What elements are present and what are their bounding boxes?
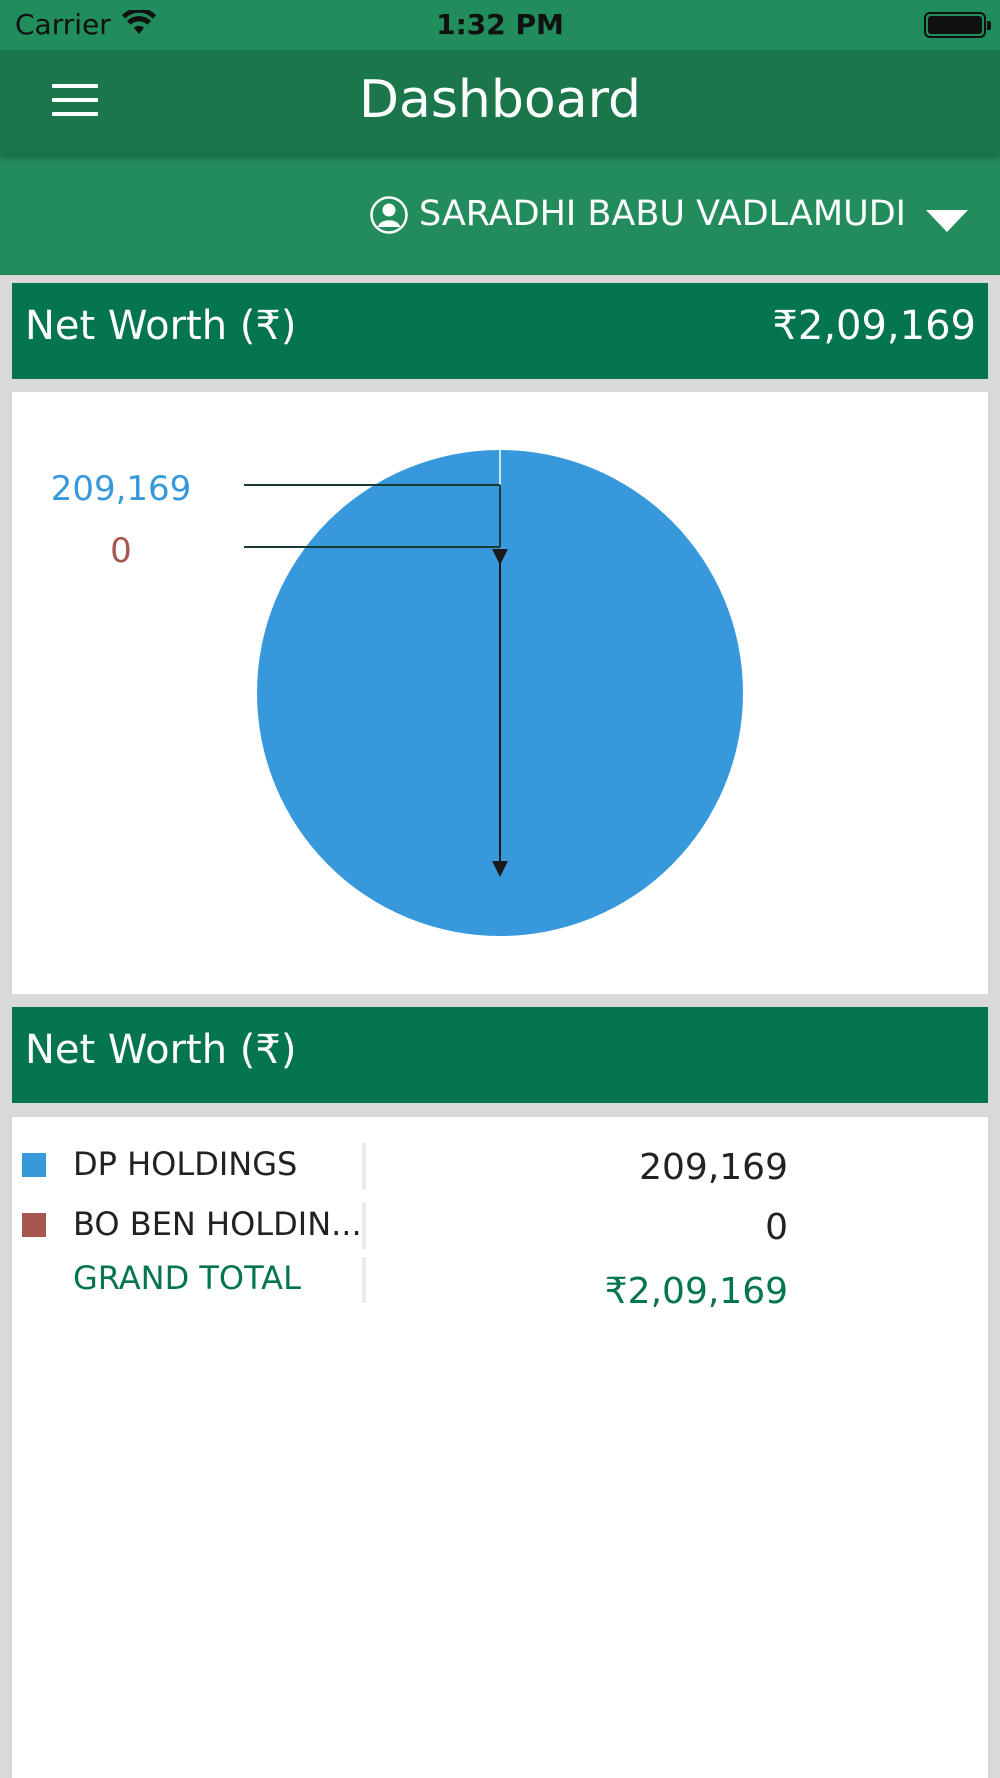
clock: 1:32 PM: [436, 8, 564, 41]
grand-total-row: GRAND TOTAL ₹2,09,169: [12, 1253, 988, 1312]
net-worth-chart: 209,169 0: [12, 392, 988, 994]
pie-data-label: 209,169: [51, 469, 192, 509]
column-divider: [362, 1143, 366, 1189]
grand-total-amount: ₹2,09,169: [604, 1271, 788, 1312]
nav-bar: Dashboard: [0, 50, 1000, 154]
user-name: SARADHI BABU VADLAMUDI: [419, 194, 907, 234]
legend-swatch: [22, 1153, 46, 1177]
row-name: BO BEN HOLDIN...: [73, 1205, 362, 1243]
column-divider: [362, 1257, 366, 1303]
legend-swatch: [22, 1213, 46, 1237]
page-title: Dashboard: [358, 70, 642, 130]
row-amount: 0: [765, 1207, 788, 1248]
pie-data-label: 0: [110, 531, 132, 571]
net-worth-value: ₹2,09,169: [772, 303, 976, 349]
breakdown-header: Net Worth (₹): [12, 1007, 988, 1103]
breakdown-label: Net Worth (₹): [25, 1027, 297, 1073]
row-name: DP HOLDINGS: [73, 1145, 298, 1183]
status-bar: Carrier 1:32 PM: [0, 0, 1000, 50]
grand-total-label: GRAND TOTAL: [73, 1259, 301, 1297]
table-row[interactable]: BO BEN HOLDIN... 0: [12, 1199, 988, 1249]
user-selector[interactable]: SARADHI BABU VADLAMUDI: [0, 154, 1000, 275]
user-avatar-icon: [370, 196, 408, 234]
column-divider: [362, 1203, 366, 1249]
table-row[interactable]: DP HOLDINGS 209,169: [12, 1139, 988, 1189]
triangle-down-icon[interactable]: [926, 210, 968, 232]
net-worth-header: Net Worth (₹) ₹2,09,169: [12, 283, 988, 379]
carrier-label: Carrier: [15, 8, 111, 41]
pie-chart: 209,169 0: [51, 450, 743, 936]
hamburger-icon[interactable]: [52, 84, 98, 118]
row-amount: 209,169: [639, 1147, 788, 1188]
wifi-icon: [122, 10, 156, 34]
battery-icon: [924, 12, 991, 38]
net-worth-label: Net Worth (₹): [25, 303, 297, 349]
breakdown-table: DP HOLDINGS 209,169 BO BEN HOLDIN... 0 G…: [12, 1117, 988, 1778]
